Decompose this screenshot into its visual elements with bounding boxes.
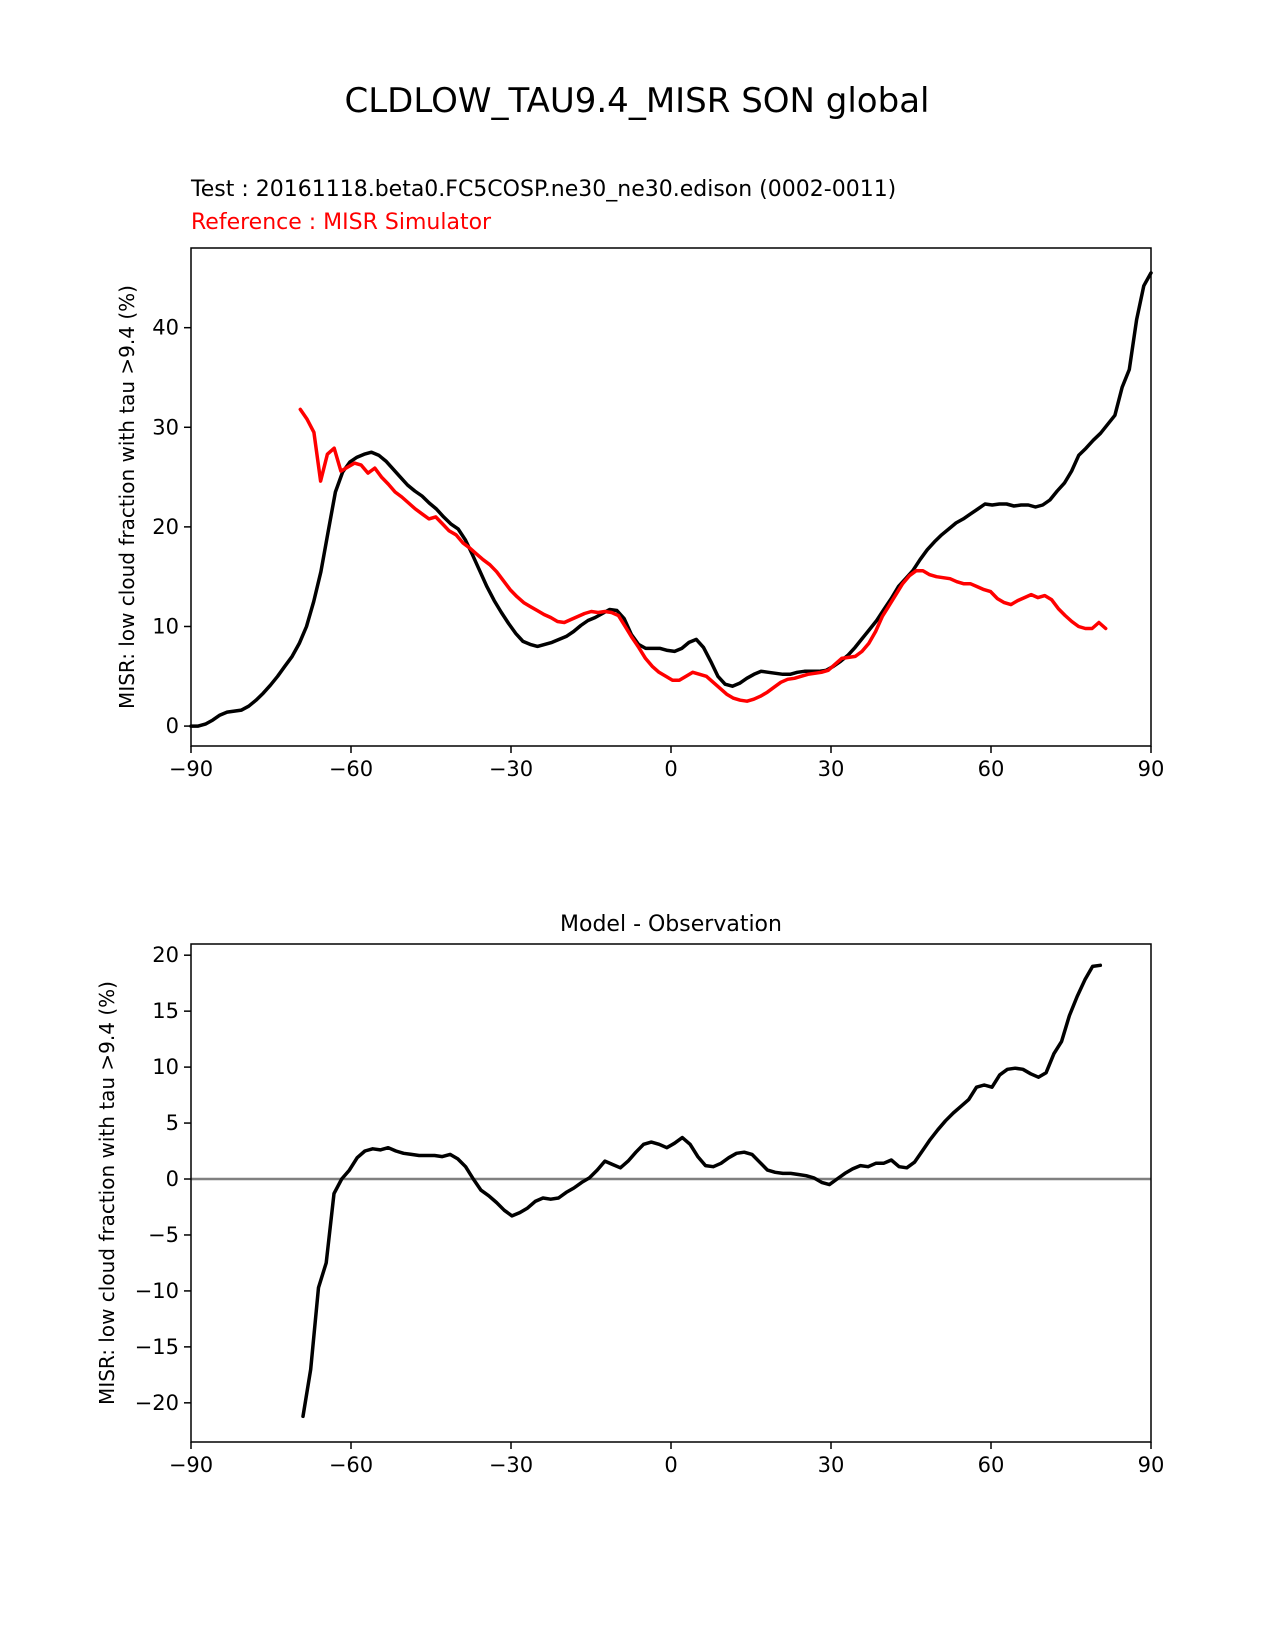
bottom-panel: Model - Observation −90 −60 −30 0 30 60 90 −20… — [95, 912, 1164, 1477]
top-panel-reference-title: Reference : MISR Simulator — [191, 210, 492, 235]
bottom-panel-xtick-label: 0 — [664, 1453, 677, 1477]
figure-suptitle: CLDLOW_TAU9.4_MISR SON global — [345, 81, 930, 121]
top-panel-ytick-label: 20 — [152, 515, 179, 539]
top-panel-series-reference-line — [298, 407, 1108, 703]
top-panel-xtick-label: 0 — [664, 757, 677, 781]
top-panel-xtick-label: −30 — [489, 757, 533, 781]
bottom-panel-lines — [301, 963, 1103, 1419]
bottom-panel-ylabel: MISR: low cloud fraction with tau >9.4 (… — [95, 981, 119, 1405]
top-panel-ytick-label: 0 — [166, 714, 179, 738]
bottom-panel-xtick-label: −30 — [489, 1453, 533, 1477]
bottom-panel-ytick-label: 10 — [152, 1055, 179, 1079]
bottom-panel-ytick-label: 5 — [166, 1111, 179, 1135]
bottom-panel-ytick-label: −20 — [135, 1391, 179, 1415]
bottom-panel-xtick-label: 30 — [818, 1453, 845, 1477]
top-panel-ytick-label: 40 — [152, 316, 179, 340]
bottom-panel-xticks: −90 −60 −30 0 30 60 90 — [169, 1442, 1165, 1477]
bottom-panel-ytick-label: −15 — [135, 1335, 179, 1359]
bottom-panel-ytick-label: 20 — [152, 943, 179, 967]
bottom-panel-ytick-label: 15 — [152, 999, 179, 1023]
top-panel: Test : 20161118.beta0.FC5COSP.ne30_ne30.… — [115, 177, 1164, 781]
bottom-panel-ytick-label: −5 — [148, 1223, 179, 1247]
bottom-panel-title: Model - Observation — [560, 912, 782, 937]
top-panel-ytick-label: 10 — [152, 614, 179, 638]
bottom-panel-xtick-label: 60 — [978, 1453, 1005, 1477]
bottom-panel-series-test-line — [301, 963, 1103, 1419]
top-panel-ytick-label: 30 — [152, 415, 179, 439]
top-panel-series-test-line — [189, 271, 1153, 728]
bottom-panel-ytick-label: 0 — [166, 1167, 179, 1191]
bottom-panel-yticks: −20 −15 −10 −5 0 5 10 15 20 — [135, 943, 191, 1415]
top-panel-xtick-label: 30 — [818, 757, 845, 781]
top-panel-xtick-label: 90 — [1138, 757, 1165, 781]
top-panel-yticks: 0 10 20 30 40 — [152, 316, 191, 738]
top-panel-xtick-label: −90 — [169, 757, 213, 781]
top-panel-xtick-label: −60 — [329, 757, 373, 781]
top-panel-xtick-label: 60 — [978, 757, 1005, 781]
top-panel-ylabel: MISR: low cloud fraction with tau >9.4 (… — [115, 285, 139, 709]
top-panel-lines — [189, 271, 1153, 728]
bottom-panel-xtick-label: −90 — [169, 1453, 213, 1477]
bottom-panel-xtick-label: −60 — [329, 1453, 373, 1477]
bottom-panel-xtick-label: 90 — [1138, 1453, 1165, 1477]
bottom-panel-ytick-label: −10 — [135, 1279, 179, 1303]
top-panel-xticks: −90 −60 −30 0 30 60 90 — [169, 746, 1165, 781]
top-panel-test-title: Test : 20161118.beta0.FC5COSP.ne30_ne30.… — [190, 177, 896, 202]
